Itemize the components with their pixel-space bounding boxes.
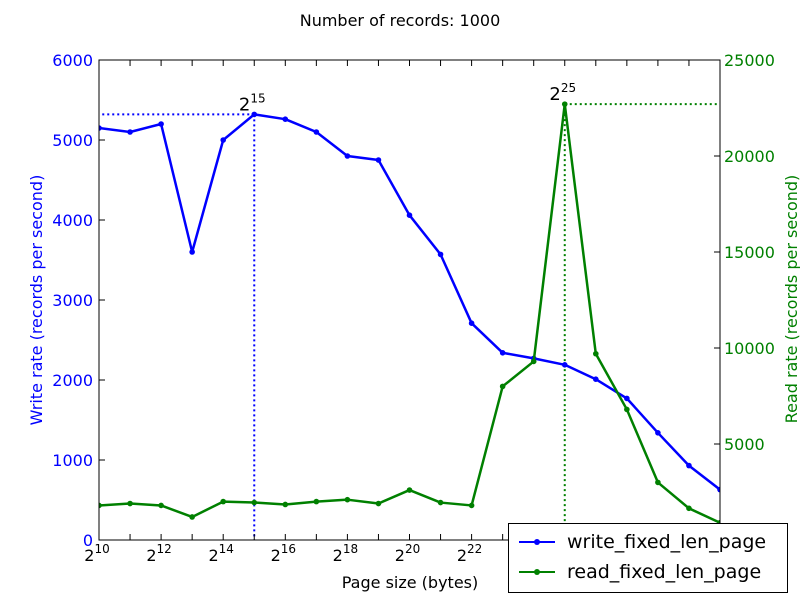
x-tick-label-6: 222 bbox=[457, 542, 482, 565]
y-axis-label-right: Read rate (records per second) bbox=[782, 175, 800, 424]
annotation-label-0: 215 bbox=[239, 91, 266, 115]
data-point-read_fixed_len_page-2 bbox=[158, 502, 164, 509]
data-point-read_fixed_len_page-3 bbox=[189, 514, 195, 520]
data-point-read_fixed_len_page-9 bbox=[375, 500, 382, 507]
data-point-write_fixed_len_page-2 bbox=[158, 121, 164, 127]
data-point-write_fixed_len_page-17 bbox=[624, 395, 630, 402]
y-tick-label-right-4: 25000 bbox=[724, 51, 775, 70]
data-point-read_fixed_len_page-11 bbox=[437, 499, 444, 506]
y-tick-label-right-2: 15000 bbox=[724, 243, 775, 262]
data-point-write_fixed_len_page-6 bbox=[282, 116, 289, 122]
axes-frame bbox=[98, 59, 721, 541]
series-group bbox=[99, 101, 720, 526]
data-point-read_fixed_len_page-19 bbox=[686, 505, 692, 512]
legend: write_fixed_len_page read_fixed_len_page bbox=[508, 523, 788, 593]
data-point-write_fixed_len_page-3 bbox=[189, 249, 195, 255]
y-tick-label-right-3: 20000 bbox=[724, 147, 775, 166]
data-point-read_fixed_len_page-12 bbox=[468, 502, 475, 509]
data-point-write_fixed_len_page-13 bbox=[499, 350, 506, 356]
legend-swatch-read bbox=[519, 568, 555, 575]
data-point-read_fixed_len_page-5 bbox=[251, 499, 258, 506]
y-tick-label-right-0: 5000 bbox=[724, 435, 765, 454]
y-tick-label-left-6: 6000 bbox=[52, 51, 93, 70]
data-point-write_fixed_len_page-18 bbox=[655, 430, 661, 436]
legend-entry-read: read_fixed_len_page bbox=[519, 561, 761, 583]
data-point-read_fixed_len_page-13 bbox=[499, 383, 506, 390]
x-tick-label-1: 212 bbox=[146, 542, 171, 565]
data-point-write_fixed_len_page-20 bbox=[717, 486, 720, 493]
data-point-write_fixed_len_page-4 bbox=[220, 137, 226, 143]
annotation-label-1: 225 bbox=[549, 81, 576, 105]
data-point-write_fixed_len_page-7 bbox=[313, 129, 320, 135]
y-tick-label-right-1: 10000 bbox=[724, 339, 775, 358]
x-tick-label-4: 218 bbox=[333, 542, 358, 565]
series-line-read_fixed_len_page bbox=[99, 102, 720, 524]
data-point-write_fixed_len_page-16 bbox=[593, 376, 599, 383]
data-point-read_fixed_len_page-4 bbox=[220, 498, 226, 505]
data-point-read_fixed_len_page-14 bbox=[530, 358, 537, 365]
data-point-read_fixed_len_page-1 bbox=[127, 500, 133, 507]
data-point-read_fixed_len_page-6 bbox=[282, 501, 289, 508]
y-tick-label-left-4: 4000 bbox=[52, 211, 93, 230]
data-point-read_fixed_len_page-0 bbox=[99, 502, 102, 509]
y-axis-label-left: Write rate (records per second) bbox=[27, 175, 46, 426]
data-point-write_fixed_len_page-1 bbox=[127, 129, 133, 135]
data-point-write_fixed_len_page-12 bbox=[468, 320, 475, 327]
legend-label-read: read_fixed_len_page bbox=[567, 561, 762, 583]
data-point-read_fixed_len_page-8 bbox=[344, 496, 351, 503]
plot-area: 215 225 0 1000 2000 3000 4000 5000 6000 5000 10000… bbox=[52, 51, 775, 565]
data-point-write_fixed_len_page-9 bbox=[375, 157, 382, 163]
y-tick-label-left-5: 5000 bbox=[52, 131, 93, 150]
x-tick-label-0: 210 bbox=[84, 542, 109, 565]
data-point-write_fixed_len_page-19 bbox=[686, 462, 692, 469]
data-point-read_fixed_len_page-17 bbox=[624, 406, 630, 413]
data-point-write_fixed_len_page-5 bbox=[251, 111, 258, 118]
data-point-write_fixed_len_page-10 bbox=[406, 212, 413, 218]
legend-swatch-write bbox=[519, 538, 555, 545]
y-tick-label-left-3: 3000 bbox=[52, 291, 93, 310]
legend-label-write: write_fixed_len_page bbox=[567, 531, 767, 553]
data-point-write_fixed_len_page-15 bbox=[561, 362, 568, 368]
data-point-read_fixed_len_page-10 bbox=[406, 487, 413, 493]
y-tick-label-left-0: 0 bbox=[83, 531, 93, 550]
chart-title: Number of records: 1000 bbox=[300, 11, 501, 30]
data-point-read_fixed_len_page-15 bbox=[561, 101, 568, 107]
series-line-write_fixed_len_page bbox=[99, 113, 720, 491]
y-tick-label-left-2: 2000 bbox=[52, 371, 93, 390]
data-point-read_fixed_len_page-16 bbox=[593, 350, 599, 357]
x-tick-label-5: 220 bbox=[395, 542, 420, 565]
x-tick-label-2: 214 bbox=[208, 542, 233, 565]
data-point-write_fixed_len_page-0 bbox=[99, 125, 102, 131]
data-point-write_fixed_len_page-11 bbox=[437, 251, 444, 258]
x-axis-label: Page size (bytes) bbox=[342, 573, 479, 592]
legend-entry-write: write_fixed_len_page bbox=[519, 531, 766, 553]
y-tick-label-left-1: 1000 bbox=[52, 451, 93, 470]
data-point-read_fixed_len_page-7 bbox=[313, 498, 320, 505]
data-point-read_fixed_len_page-18 bbox=[655, 479, 661, 486]
data-point-write_fixed_len_page-8 bbox=[344, 153, 351, 159]
x-tick-label-3: 216 bbox=[271, 542, 296, 565]
